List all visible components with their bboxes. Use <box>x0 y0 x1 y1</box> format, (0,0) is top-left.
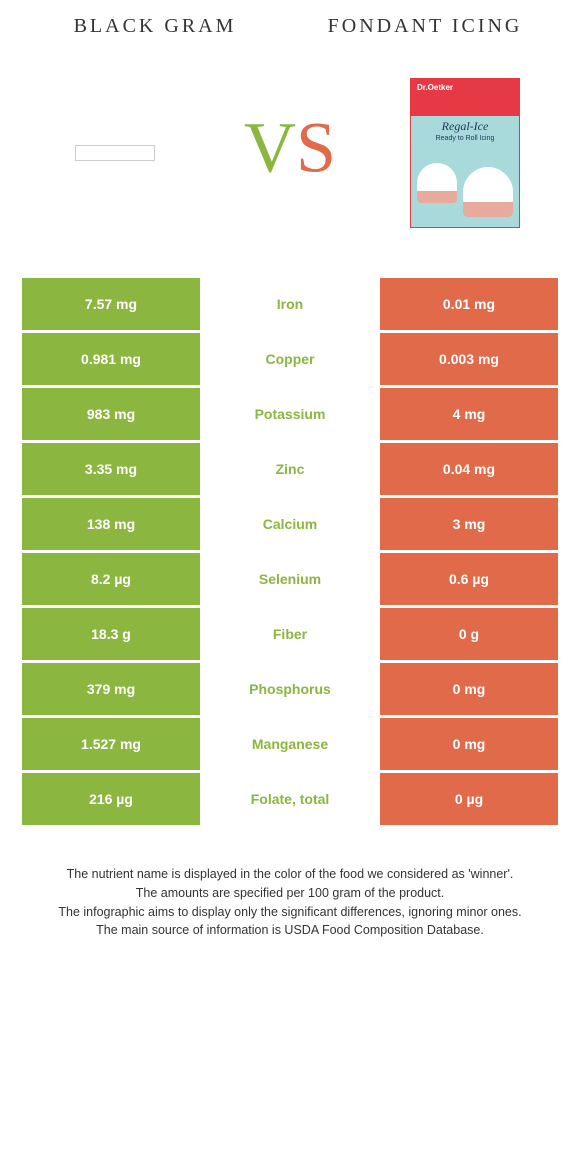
vs-v: V <box>244 108 296 188</box>
header: BLACK GRAM FONDANT ICING <box>0 0 580 38</box>
nutrient-name: Selenium <box>200 553 380 605</box>
nutrient-name: Phosphorus <box>200 663 380 715</box>
nutrient-row: 8.2 µgSelenium0.6 µg <box>22 553 558 605</box>
footer-line-4: The main source of information is USDA F… <box>30 921 550 940</box>
nutrient-name: Zinc <box>200 443 380 495</box>
nutrient-row: 1.527 mgManganese0 mg <box>22 718 558 770</box>
nutrient-name: Copper <box>200 333 380 385</box>
images-row: VS Dr.Oetker Regal-Ice Ready to Roll Ici… <box>0 38 580 258</box>
footer-line-3: The infographic aims to display only the… <box>30 903 550 922</box>
nutrient-left-value: 8.2 µg <box>22 553 200 605</box>
nutrient-table: 7.57 mgIron0.01 mg0.981 mgCopper0.003 mg… <box>22 278 558 825</box>
nutrient-row: 379 mgPhosphorus0 mg <box>22 663 558 715</box>
product-name: Regal-Ice <box>411 119 519 134</box>
vs-label: VS <box>244 107 336 190</box>
left-image-box <box>30 68 200 238</box>
nutrient-right-value: 4 mg <box>380 388 558 440</box>
product-brand: Dr.Oetker <box>417 83 453 92</box>
nutrient-row: 983 mgPotassium4 mg <box>22 388 558 440</box>
nutrient-row: 7.57 mgIron0.01 mg <box>22 278 558 330</box>
left-image-placeholder <box>75 145 155 161</box>
nutrient-name: Fiber <box>200 608 380 660</box>
nutrient-row: 0.981 mgCopper0.003 mg <box>22 333 558 385</box>
left-food-title: BLACK GRAM <box>30 15 280 38</box>
nutrient-right-value: 0.04 mg <box>380 443 558 495</box>
product-sub: Ready to Roll Icing <box>411 135 519 142</box>
nutrient-name: Potassium <box>200 388 380 440</box>
nutrient-right-value: 0.003 mg <box>380 333 558 385</box>
nutrient-right-value: 0 mg <box>380 663 558 715</box>
nutrient-left-value: 983 mg <box>22 388 200 440</box>
nutrient-right-value: 0 µg <box>380 773 558 825</box>
cupcake-icon <box>417 163 457 203</box>
nutrient-name: Iron <box>200 278 380 330</box>
nutrient-left-value: 138 mg <box>22 498 200 550</box>
footer-line-2: The amounts are specified per 100 gram o… <box>30 884 550 903</box>
nutrient-left-value: 0.981 mg <box>22 333 200 385</box>
nutrient-name: Manganese <box>200 718 380 770</box>
right-image-box: Dr.Oetker Regal-Ice Ready to Roll Icing <box>380 68 550 238</box>
nutrient-row: 18.3 gFiber0 g <box>22 608 558 660</box>
nutrient-row: 3.35 mgZinc0.04 mg <box>22 443 558 495</box>
nutrient-left-value: 18.3 g <box>22 608 200 660</box>
nutrient-left-value: 7.57 mg <box>22 278 200 330</box>
nutrient-left-value: 1.527 mg <box>22 718 200 770</box>
nutrient-left-value: 3.35 mg <box>22 443 200 495</box>
right-food-title: FONDANT ICING <box>300 15 550 38</box>
footer-line-1: The nutrient name is displayed in the co… <box>30 865 550 884</box>
nutrient-name: Folate, total <box>200 773 380 825</box>
nutrient-right-value: 0 mg <box>380 718 558 770</box>
nutrient-row: 138 mgCalcium3 mg <box>22 498 558 550</box>
vs-s: S <box>296 108 336 188</box>
nutrient-row: 216 µgFolate, total0 µg <box>22 773 558 825</box>
nutrient-right-value: 0.01 mg <box>380 278 558 330</box>
cupcake-icon <box>463 167 513 217</box>
nutrient-right-value: 0 g <box>380 608 558 660</box>
nutrient-name: Calcium <box>200 498 380 550</box>
nutrient-right-value: 3 mg <box>380 498 558 550</box>
nutrient-left-value: 379 mg <box>22 663 200 715</box>
footer-notes: The nutrient name is displayed in the co… <box>30 865 550 940</box>
nutrient-right-value: 0.6 µg <box>380 553 558 605</box>
nutrient-left-value: 216 µg <box>22 773 200 825</box>
fondant-product-image: Dr.Oetker Regal-Ice Ready to Roll Icing <box>410 78 520 228</box>
